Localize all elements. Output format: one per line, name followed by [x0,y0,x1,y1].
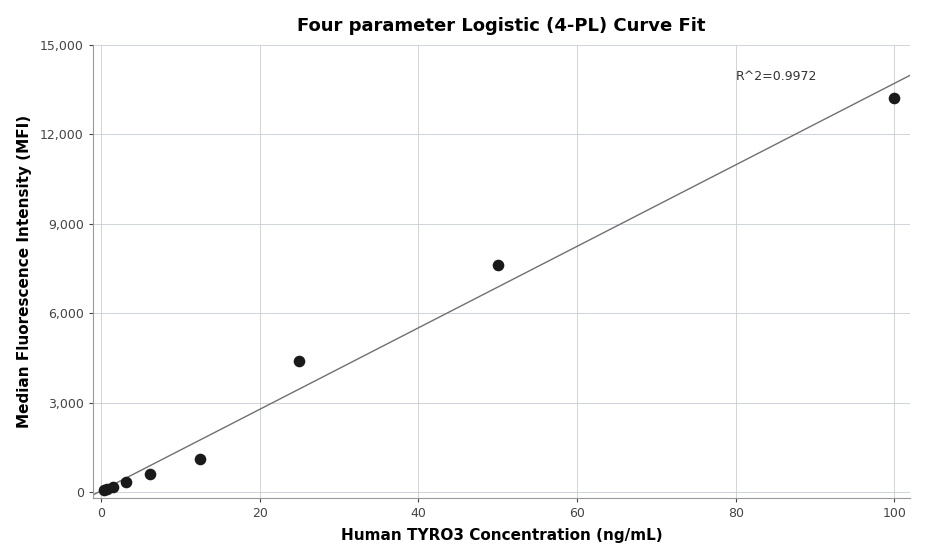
Point [292,356,307,365]
Text: R^2=0.9972: R^2=0.9972 [736,71,817,83]
Point [143,469,158,478]
Point [119,477,133,486]
X-axis label: Human TYRO3 Concentration (ng/mL): Human TYRO3 Concentration (ng/mL) [341,528,663,543]
Point [193,455,208,464]
Point [99,484,114,493]
Point [96,486,111,494]
Point [106,483,121,492]
Point [887,94,902,102]
Point [490,261,505,270]
Title: Four parameter Logistic (4-PL) Curve Fit: Four parameter Logistic (4-PL) Curve Fit [298,17,705,35]
Y-axis label: Median Fluorescence Intensity (MFI): Median Fluorescence Intensity (MFI) [17,115,32,428]
